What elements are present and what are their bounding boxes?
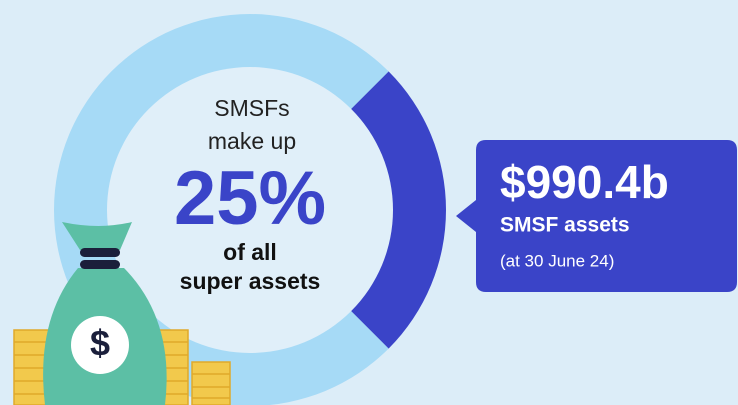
infographic: SMSFs make up 25% of all super assets $9… xyxy=(0,0,738,405)
value-label: 25% xyxy=(174,156,326,241)
center-text: SMSFs xyxy=(214,95,289,121)
center-text: of all xyxy=(223,239,277,265)
center-text: make up xyxy=(208,128,296,154)
callout-headline: $990.4b xyxy=(500,156,669,208)
center-text: super assets xyxy=(180,268,321,294)
callout-label: SMSF assets xyxy=(500,214,630,237)
svg-text:$: $ xyxy=(90,323,110,364)
callout-note: (at 30 June 24) xyxy=(500,251,614,270)
